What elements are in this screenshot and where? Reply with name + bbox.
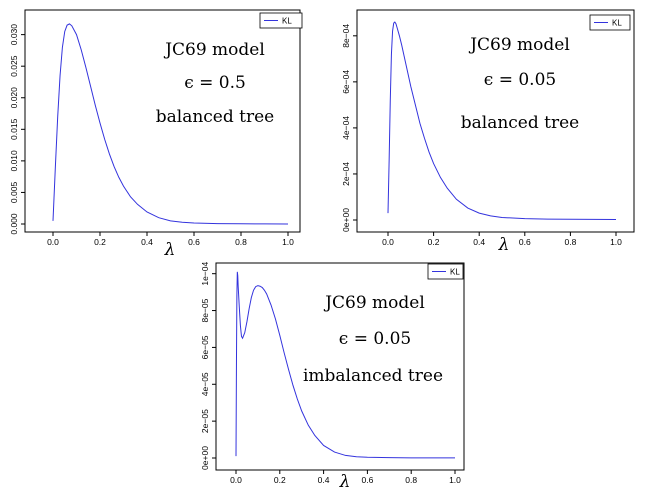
legend-box [259, 12, 303, 29]
x-tick-label: 1.0 [282, 237, 294, 247]
legend-box [589, 14, 631, 31]
x-tick-label: 0.2 [94, 237, 106, 247]
y-tick-label: 0e+00 [200, 446, 210, 470]
y-tick-label: 0.030 [9, 24, 19, 46]
y-tick-label: 0.015 [9, 118, 19, 140]
y-tick-label: 0.000 [9, 213, 19, 235]
annotation-tree: balanced tree [156, 107, 275, 127]
x-tick-label: 0.2 [428, 237, 440, 247]
annotation-model: JC69 model [163, 40, 265, 60]
y-tick-label: 0.005 [9, 182, 19, 204]
plot-frame [24, 9, 301, 233]
plot-frame [215, 262, 465, 471]
y-tick-label: 8e−04 [341, 24, 351, 48]
legend: KL [259, 12, 303, 29]
kl-curve [387, 21, 617, 221]
annotation-model: JC69 model [468, 35, 570, 55]
kl-curve [235, 271, 456, 459]
x-axis-label: λ [339, 472, 351, 490]
legend-label: KL [450, 268, 460, 277]
x-axis-label: λ [164, 240, 176, 260]
legend-label: KL [282, 17, 292, 26]
annotation-epsilon: ϵ = 0.05 [484, 70, 556, 90]
y-tick-label: 4e−04 [341, 116, 351, 140]
annotation-tree: imbalanced tree [303, 366, 443, 386]
y-tick-label: 6e−04 [341, 70, 351, 94]
x-tick-label: 0.4 [473, 237, 485, 247]
y-tick-label: 8e−05 [200, 298, 210, 322]
x-tick-label: 0.0 [47, 237, 59, 247]
x-tick-label: 1.0 [449, 475, 461, 485]
legend: KL [589, 14, 631, 31]
y-tick-label: 0.020 [9, 87, 19, 109]
y-tick-label: 1e−04 [200, 261, 210, 285]
x-tick-label: 0.8 [405, 475, 417, 485]
x-tick-label: 0.6 [361, 475, 373, 485]
x-tick-label: 0.0 [382, 237, 394, 247]
x-tick-label: 0.8 [235, 237, 247, 247]
kl-curve [52, 23, 289, 225]
x-tick-label: 0.2 [274, 475, 286, 485]
x-tick-label: 0.6 [519, 237, 531, 247]
x-axis-label: λ [498, 235, 510, 255]
annotation-epsilon: ϵ = 0.5 [184, 73, 246, 93]
annotation-tree: balanced tree [461, 113, 580, 133]
y-tick-label: 4e−05 [200, 372, 210, 396]
y-tick-label: 0e+00 [341, 208, 351, 232]
legend-label: KL [612, 19, 622, 28]
x-tick-label: 0.0 [230, 475, 242, 485]
y-tick-label: 0.010 [9, 150, 19, 172]
legend: KL [427, 263, 464, 280]
x-tick-label: 0.6 [188, 237, 200, 247]
y-tick-label: 0.025 [9, 55, 19, 77]
annotation-epsilon: ϵ = 0.05 [339, 329, 411, 349]
x-tick-label: 0.4 [141, 237, 153, 247]
plot-frame [356, 9, 635, 233]
x-tick-label: 1.0 [610, 237, 622, 247]
y-tick-label: 6e−05 [200, 335, 210, 359]
y-tick-label: 2e−05 [200, 409, 210, 433]
x-tick-label: 0.8 [564, 237, 576, 247]
y-tick-label: 2e−04 [341, 162, 351, 186]
annotation-model: JC69 model [323, 293, 425, 313]
x-tick-label: 0.4 [318, 475, 330, 485]
